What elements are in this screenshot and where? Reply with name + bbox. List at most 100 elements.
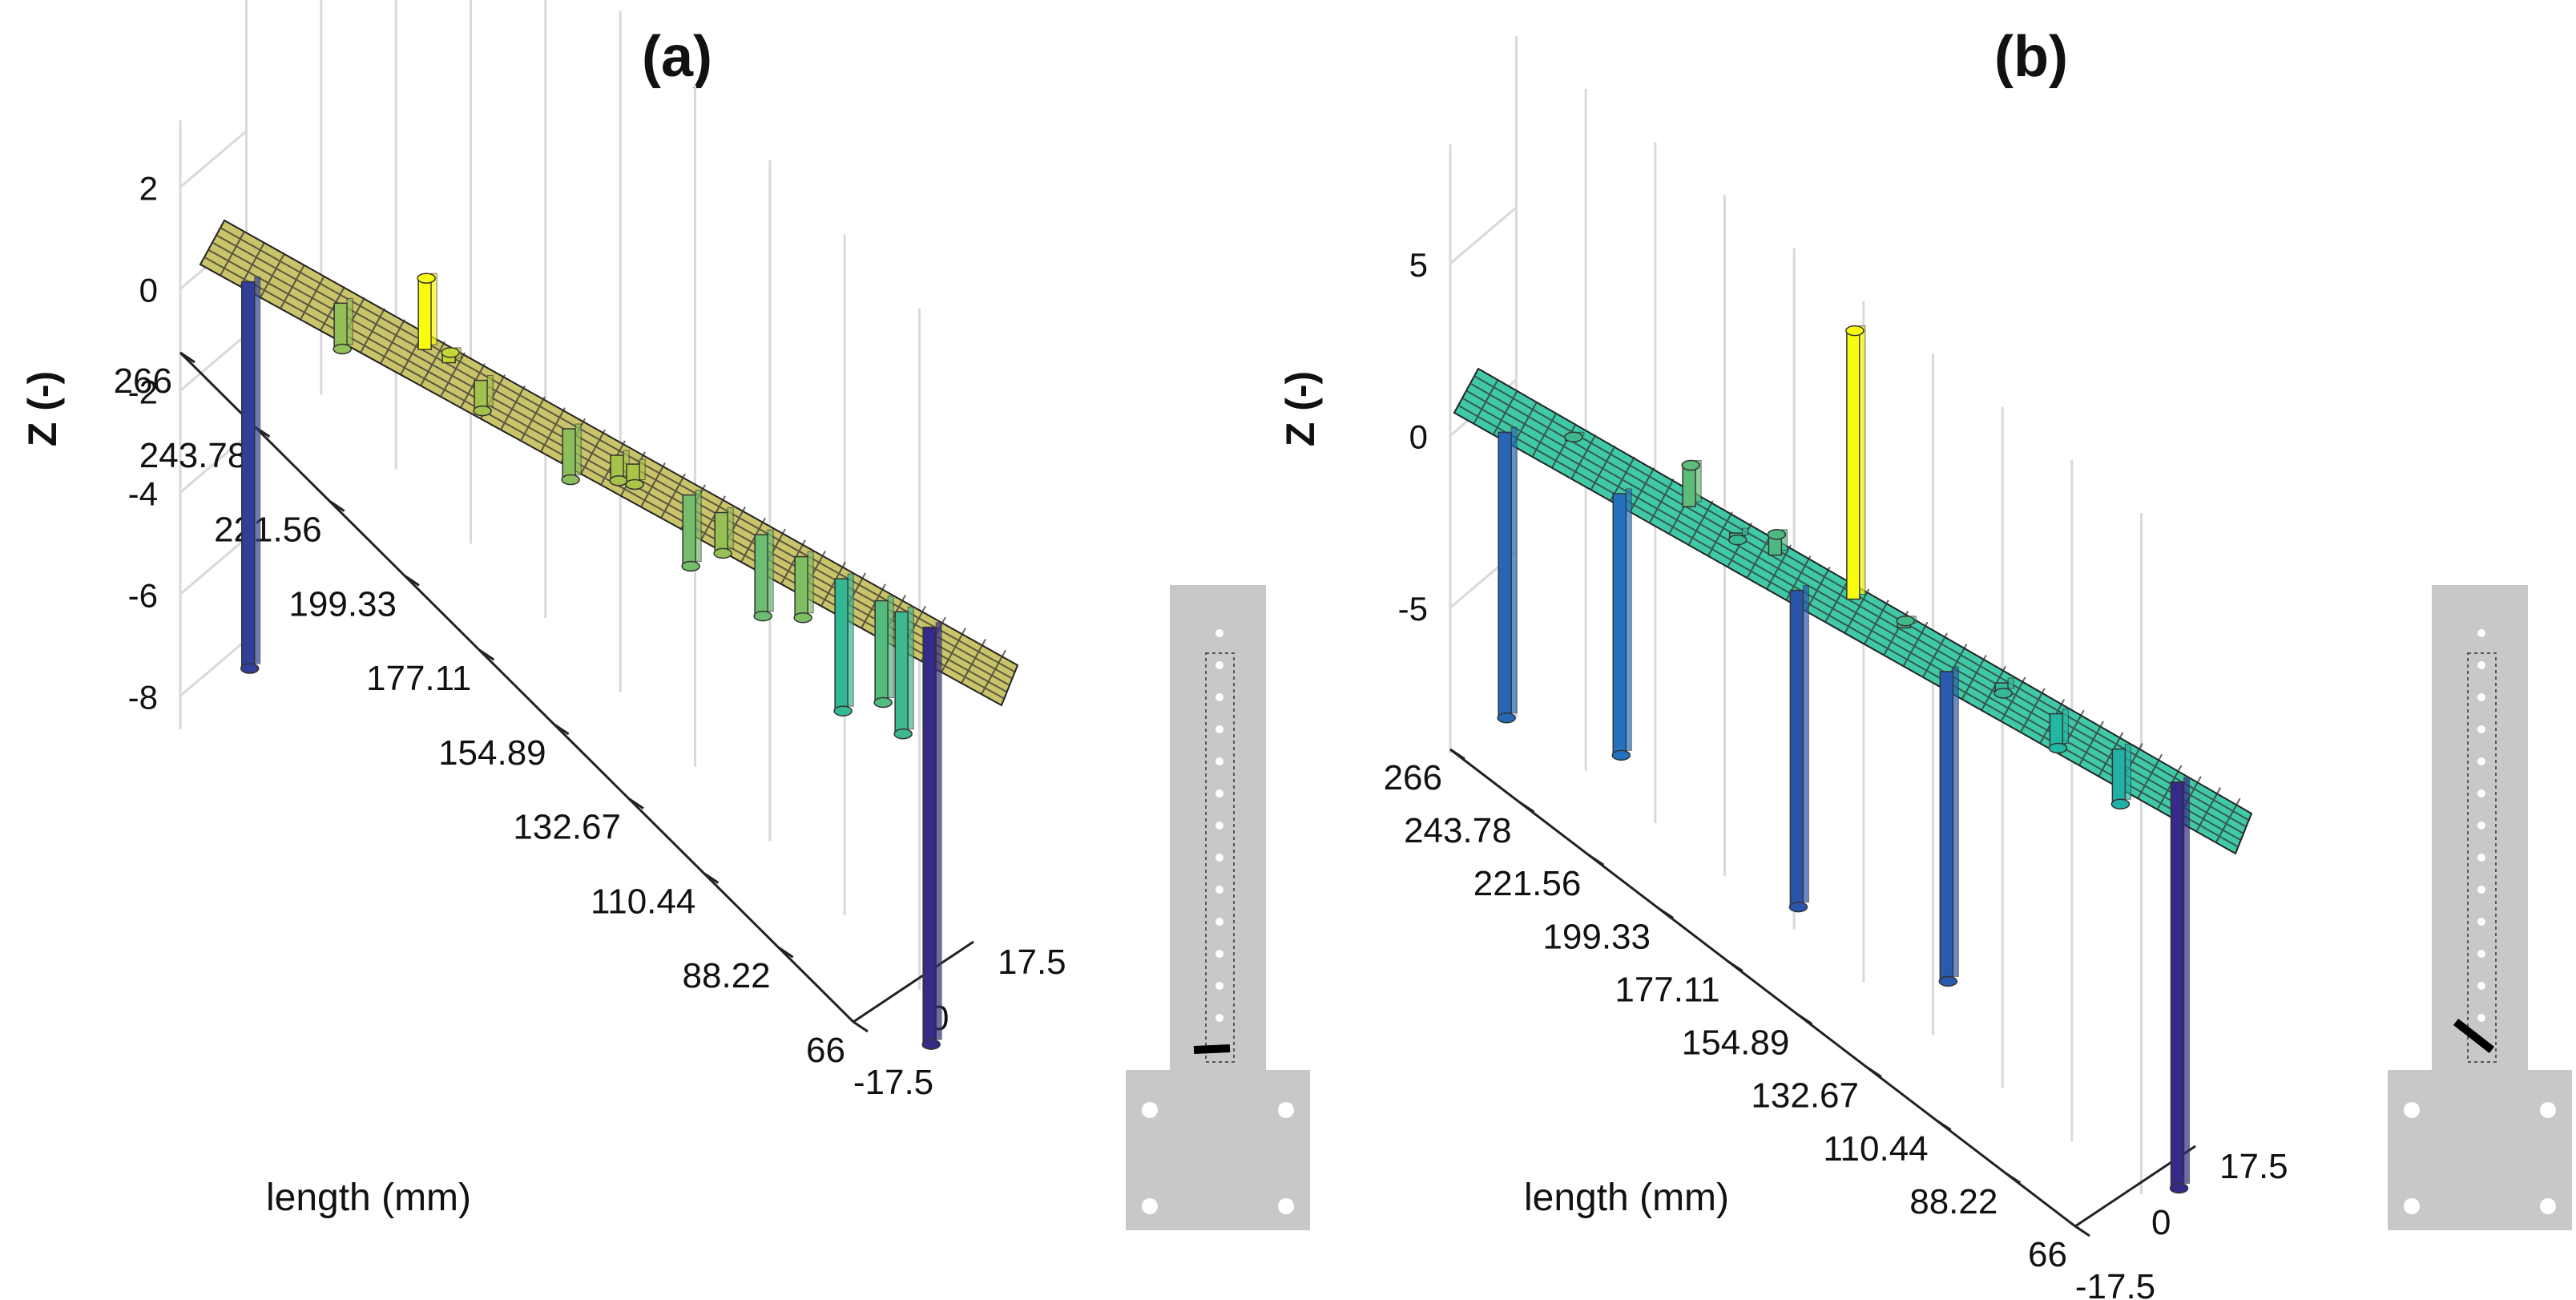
- mesh-cross: [1824, 577, 1851, 623]
- bar-body: [714, 511, 728, 555]
- length-tick-label: 154.89: [1682, 1023, 1790, 1063]
- bar: [2169, 777, 2191, 1194]
- length-tick-label: 88.22: [1909, 1182, 1998, 1221]
- length-tick: [1518, 801, 1535, 814]
- bar-cap: [753, 610, 772, 622]
- specimen-marker: [2477, 918, 2485, 926]
- bar-side: [1742, 527, 1749, 536]
- specimen-marker: [1215, 822, 1223, 830]
- specimen-marker: [2477, 789, 2485, 797]
- specimen-marker: [1215, 854, 1223, 862]
- bar-cap: [1788, 901, 1808, 913]
- bar: [753, 529, 774, 622]
- length-tick-label: 221.56: [1473, 864, 1582, 903]
- z-tick-label: 0: [1409, 418, 1428, 456]
- bar-cap: [1938, 975, 1958, 987]
- z-tick-label: -4: [128, 474, 158, 512]
- mesh-cross: [1746, 533, 1772, 579]
- length-tick: [853, 1020, 869, 1033]
- mesh-cross: [1550, 423, 1577, 469]
- specimen-sketch: [1126, 585, 1310, 1230]
- bar-body: [682, 494, 696, 567]
- mesh-cross: [2000, 676, 2026, 722]
- bar-cap: [561, 474, 580, 486]
- specimen-marker: [2477, 661, 2485, 669]
- z-tick-label: 0: [139, 271, 158, 309]
- mesh-cross: [1766, 544, 1792, 590]
- specimen-marker: [1215, 950, 1223, 958]
- bar-side: [887, 595, 894, 699]
- mesh-cross: [1804, 567, 1831, 612]
- z-grid-line: [179, 435, 248, 494]
- length-tick-label: 110.44: [1823, 1129, 1928, 1169]
- bar-side: [1952, 666, 1959, 977]
- specimen-marker: [2477, 725, 2485, 733]
- length-tick-label: 243.78: [139, 436, 248, 475]
- length-tick-label: 177.11: [366, 659, 471, 698]
- bar: [1938, 666, 1959, 987]
- length-tick-label: 88.22: [683, 956, 771, 995]
- bar-cap: [1845, 325, 1864, 337]
- z-grid-line: [179, 537, 248, 595]
- bar-side: [2183, 777, 2191, 1185]
- specimen-marker: [2477, 950, 2485, 958]
- mesh-cross: [2098, 732, 2124, 777]
- bar-side: [807, 551, 814, 614]
- mesh-cross: [1629, 467, 1655, 513]
- mesh-line: [1473, 375, 2250, 822]
- mesh-cross: [420, 341, 445, 386]
- z-axis-label: Z (-): [1278, 371, 1323, 446]
- bar: [1611, 488, 1632, 761]
- mesh-cross: [740, 517, 766, 563]
- length-tick: [329, 500, 345, 512]
- specimen-hole: [1278, 1102, 1294, 1118]
- bar: [609, 450, 630, 486]
- z-axis-label: Z (-): [20, 371, 65, 446]
- mesh-cross: [1902, 621, 1929, 667]
- bar-cap: [2169, 1182, 2189, 1194]
- length-axis-label: length (mm): [1524, 1177, 1729, 1219]
- specimen-sketch: [2388, 585, 2572, 1230]
- bar-side: [2062, 709, 2069, 745]
- length-tick: [1727, 960, 1744, 972]
- bar-body: [417, 277, 432, 350]
- z-tick-label: 5: [1409, 246, 1428, 284]
- bar: [713, 507, 734, 559]
- length-tick-label: 66: [2028, 1235, 2067, 1274]
- specimen-marker: [1215, 886, 1223, 894]
- mesh-cross: [1531, 412, 1558, 458]
- length-tick: [553, 723, 570, 736]
- bar-side: [907, 606, 914, 730]
- z-tick-label: -5: [1398, 590, 1428, 628]
- mesh-cross: [861, 583, 886, 629]
- bar: [441, 347, 462, 364]
- bar-side: [2124, 744, 2131, 800]
- bar-cap: [441, 347, 460, 358]
- bar: [833, 573, 854, 717]
- bar-cap: [1767, 529, 1787, 540]
- bar-body: [333, 302, 348, 350]
- bar-cap: [1681, 459, 1700, 471]
- mesh-cross: [500, 385, 526, 430]
- panel-title: (a): [642, 25, 712, 89]
- bar: [1767, 529, 1788, 556]
- specimen-hole: [2540, 1198, 2556, 1214]
- specimen-marker: [1215, 629, 1223, 637]
- specimen-marker: [2477, 629, 2485, 637]
- z-grid-line: [1449, 206, 1518, 264]
- bar-cap: [1727, 534, 1748, 546]
- mesh-cross: [780, 539, 806, 585]
- bar-side: [767, 529, 774, 612]
- mesh-cross: [440, 352, 466, 398]
- length-tick: [1658, 907, 1674, 919]
- mesh-cross: [1844, 588, 1870, 634]
- length-tick: [1935, 1119, 1952, 1132]
- z-grid-line: [179, 639, 248, 697]
- specimen-marker: [1215, 1014, 1223, 1022]
- bar-cap: [873, 696, 893, 709]
- mesh-cross: [580, 429, 606, 474]
- mesh-cross: [360, 308, 385, 353]
- bar-body: [1682, 464, 1696, 507]
- mesh-cross: [240, 242, 265, 287]
- bar: [1564, 431, 1585, 443]
